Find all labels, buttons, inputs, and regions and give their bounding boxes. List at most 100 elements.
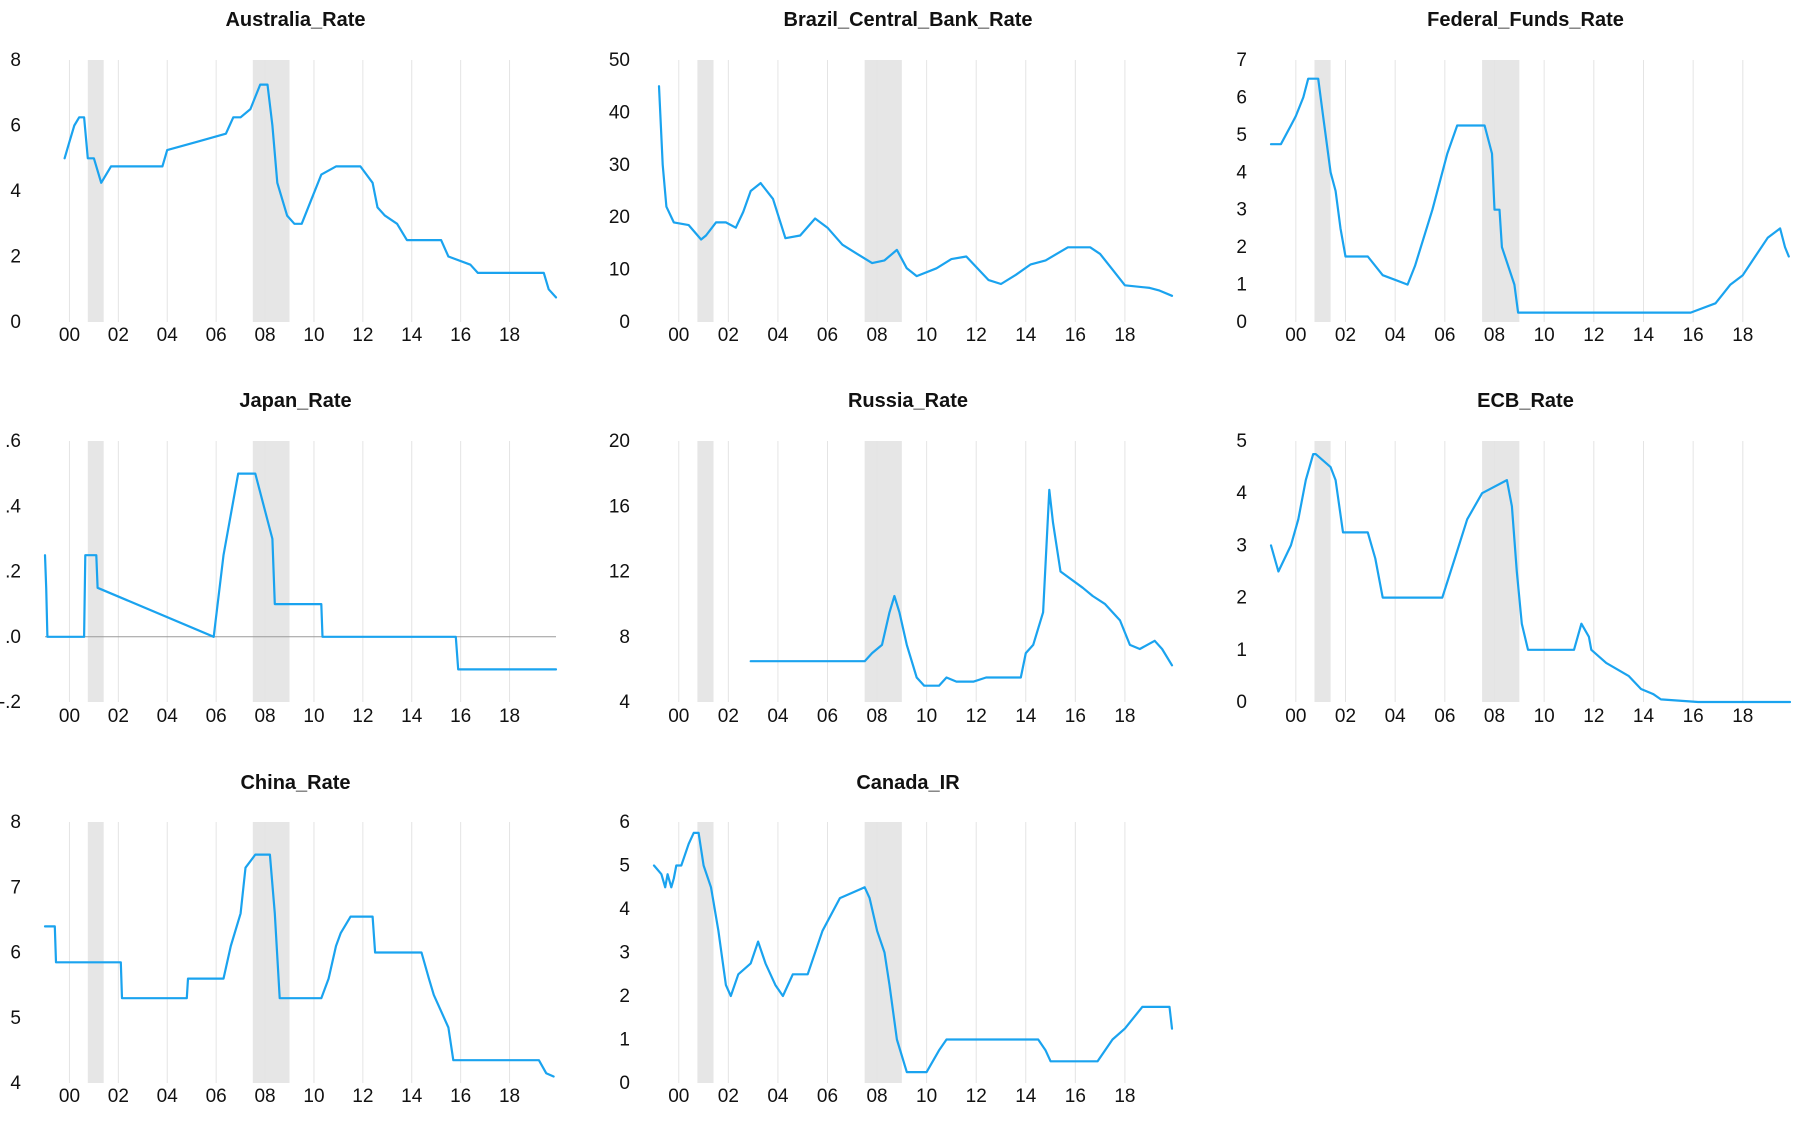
x-tick-label: 14 [401, 325, 423, 346]
x-tick-label: 00 [668, 325, 689, 346]
x-tick-label: 14 [1633, 706, 1655, 727]
y-tick-label: 3 [1236, 200, 1247, 221]
y-tick-label: 0 [619, 312, 630, 333]
x-tick-label: 02 [718, 706, 739, 727]
x-tick-label: 08 [866, 325, 887, 346]
x-tick-label: 04 [157, 706, 179, 727]
series-line-federal-funds-rate [1269, 77, 1790, 314]
x-tick-label: 10 [303, 1086, 324, 1107]
y-tick-label: 7 [10, 877, 21, 898]
x-tick-label: 12 [1583, 706, 1604, 727]
x-tick-label: 08 [866, 1086, 887, 1107]
x-tick-label: 00 [59, 325, 80, 346]
x-tick-label: 16 [1065, 706, 1086, 727]
recession-band-2 [864, 822, 902, 1083]
y-tick-label: 2 [1236, 237, 1247, 258]
x-tick-label: 00 [1285, 325, 1306, 346]
x-tick-label: 14 [401, 706, 423, 727]
x-tick-label: 12 [1583, 325, 1604, 346]
y-tick-label: 4 [1236, 483, 1247, 504]
y-tick-label: 8 [619, 627, 630, 648]
y-tick-label: 40 [609, 102, 630, 123]
x-tick-label: 02 [108, 1086, 129, 1107]
y-tick-label: 30 [609, 155, 630, 176]
series-line-canada-ir [652, 831, 1174, 1074]
series-line-china-rate [43, 853, 555, 1078]
chart-title: Australia_Rate [225, 9, 365, 31]
x-tick-label: 02 [1335, 706, 1356, 727]
y-tick-label: .2 [5, 562, 21, 583]
y-tick-label: 5 [1236, 125, 1247, 146]
y-tick-label: 5 [10, 1008, 21, 1029]
x-tick-label: 04 [767, 706, 789, 727]
recession-band-2 [864, 60, 902, 322]
chart-title: Russia_Rate [848, 390, 968, 412]
y-tick-label: 8 [10, 50, 21, 71]
recession-band-1 [697, 441, 714, 702]
x-tick-label: 12 [966, 706, 987, 727]
x-tick-label: 02 [108, 706, 129, 727]
x-tick-label: 04 [1385, 706, 1407, 727]
y-tick-label: 10 [609, 260, 630, 281]
x-tick-label: 02 [718, 1086, 739, 1107]
x-tick-label: 12 [352, 1086, 373, 1107]
y-tick-label: 50 [609, 50, 630, 71]
x-tick-label: 18 [1114, 325, 1135, 346]
y-tick-label: .6 [5, 431, 21, 452]
x-tick-label: 04 [767, 325, 789, 346]
series-line-russia-rate [749, 488, 1174, 687]
chart-panel-japan-rate: -.2 .0 .2 .4 .6 00 02 04 06 08 10 12 14 16 18 Japan_Rat… [0, 390, 558, 727]
x-tick-label: 10 [916, 706, 937, 727]
y-tick-label: 3 [1236, 535, 1247, 556]
x-tick-label: 10 [303, 325, 324, 346]
x-tick-label: 18 [1732, 706, 1753, 727]
x-tick-label: 12 [966, 1086, 987, 1107]
x-tick-label: 10 [1534, 325, 1555, 346]
x-tick-label: 14 [1015, 1086, 1037, 1107]
y-tick-label: 0 [619, 1073, 630, 1094]
x-tick-label: 12 [966, 325, 987, 346]
x-tick-label: 14 [1015, 325, 1037, 346]
x-tick-label: 08 [866, 706, 887, 727]
y-tick-label: 1 [1236, 275, 1247, 296]
recession-band-2 [252, 441, 290, 702]
y-tick-label: 0 [10, 312, 21, 333]
x-tick-label: 06 [1434, 325, 1455, 346]
x-tick-label: 06 [206, 1086, 227, 1107]
y-tick-label: 4 [10, 181, 21, 202]
x-tick-label: 14 [401, 1086, 423, 1107]
x-tick-label: 18 [1114, 1086, 1135, 1107]
x-tick-label: 02 [1335, 325, 1356, 346]
y-tick-label: 5 [1236, 431, 1247, 452]
x-tick-label: 06 [206, 706, 227, 727]
y-tick-label: -.2 [0, 692, 21, 713]
chart-title: Federal_Funds_Rate [1427, 9, 1624, 31]
y-tick-label: 6 [10, 116, 21, 137]
x-tick-label: 16 [450, 1086, 471, 1107]
x-tick-label: 10 [916, 325, 937, 346]
x-tick-label: 08 [1484, 706, 1505, 727]
recession-band-1 [1314, 60, 1331, 322]
y-tick-label: 6 [10, 943, 21, 964]
x-tick-label: 00 [59, 1086, 80, 1107]
y-tick-label: 12 [609, 562, 630, 583]
x-tick-label: 10 [916, 1086, 937, 1107]
x-tick-label: 02 [718, 325, 739, 346]
x-tick-label: 04 [1385, 325, 1407, 346]
recession-band-1 [1314, 441, 1331, 702]
x-tick-label: 14 [1633, 325, 1655, 346]
x-tick-label: 04 [157, 1086, 179, 1107]
y-tick-label: .0 [5, 627, 21, 648]
recession-band-1 [87, 60, 104, 322]
recession-band-2 [864, 441, 902, 702]
recession-band-1 [87, 822, 104, 1083]
y-tick-label: 16 [609, 496, 630, 517]
series-line-ecb-rate [1269, 453, 1792, 704]
x-tick-label: 04 [157, 325, 179, 346]
y-tick-label: 0 [1236, 312, 1247, 333]
x-tick-label: 16 [1065, 325, 1086, 346]
y-tick-label: 2 [1236, 588, 1247, 609]
